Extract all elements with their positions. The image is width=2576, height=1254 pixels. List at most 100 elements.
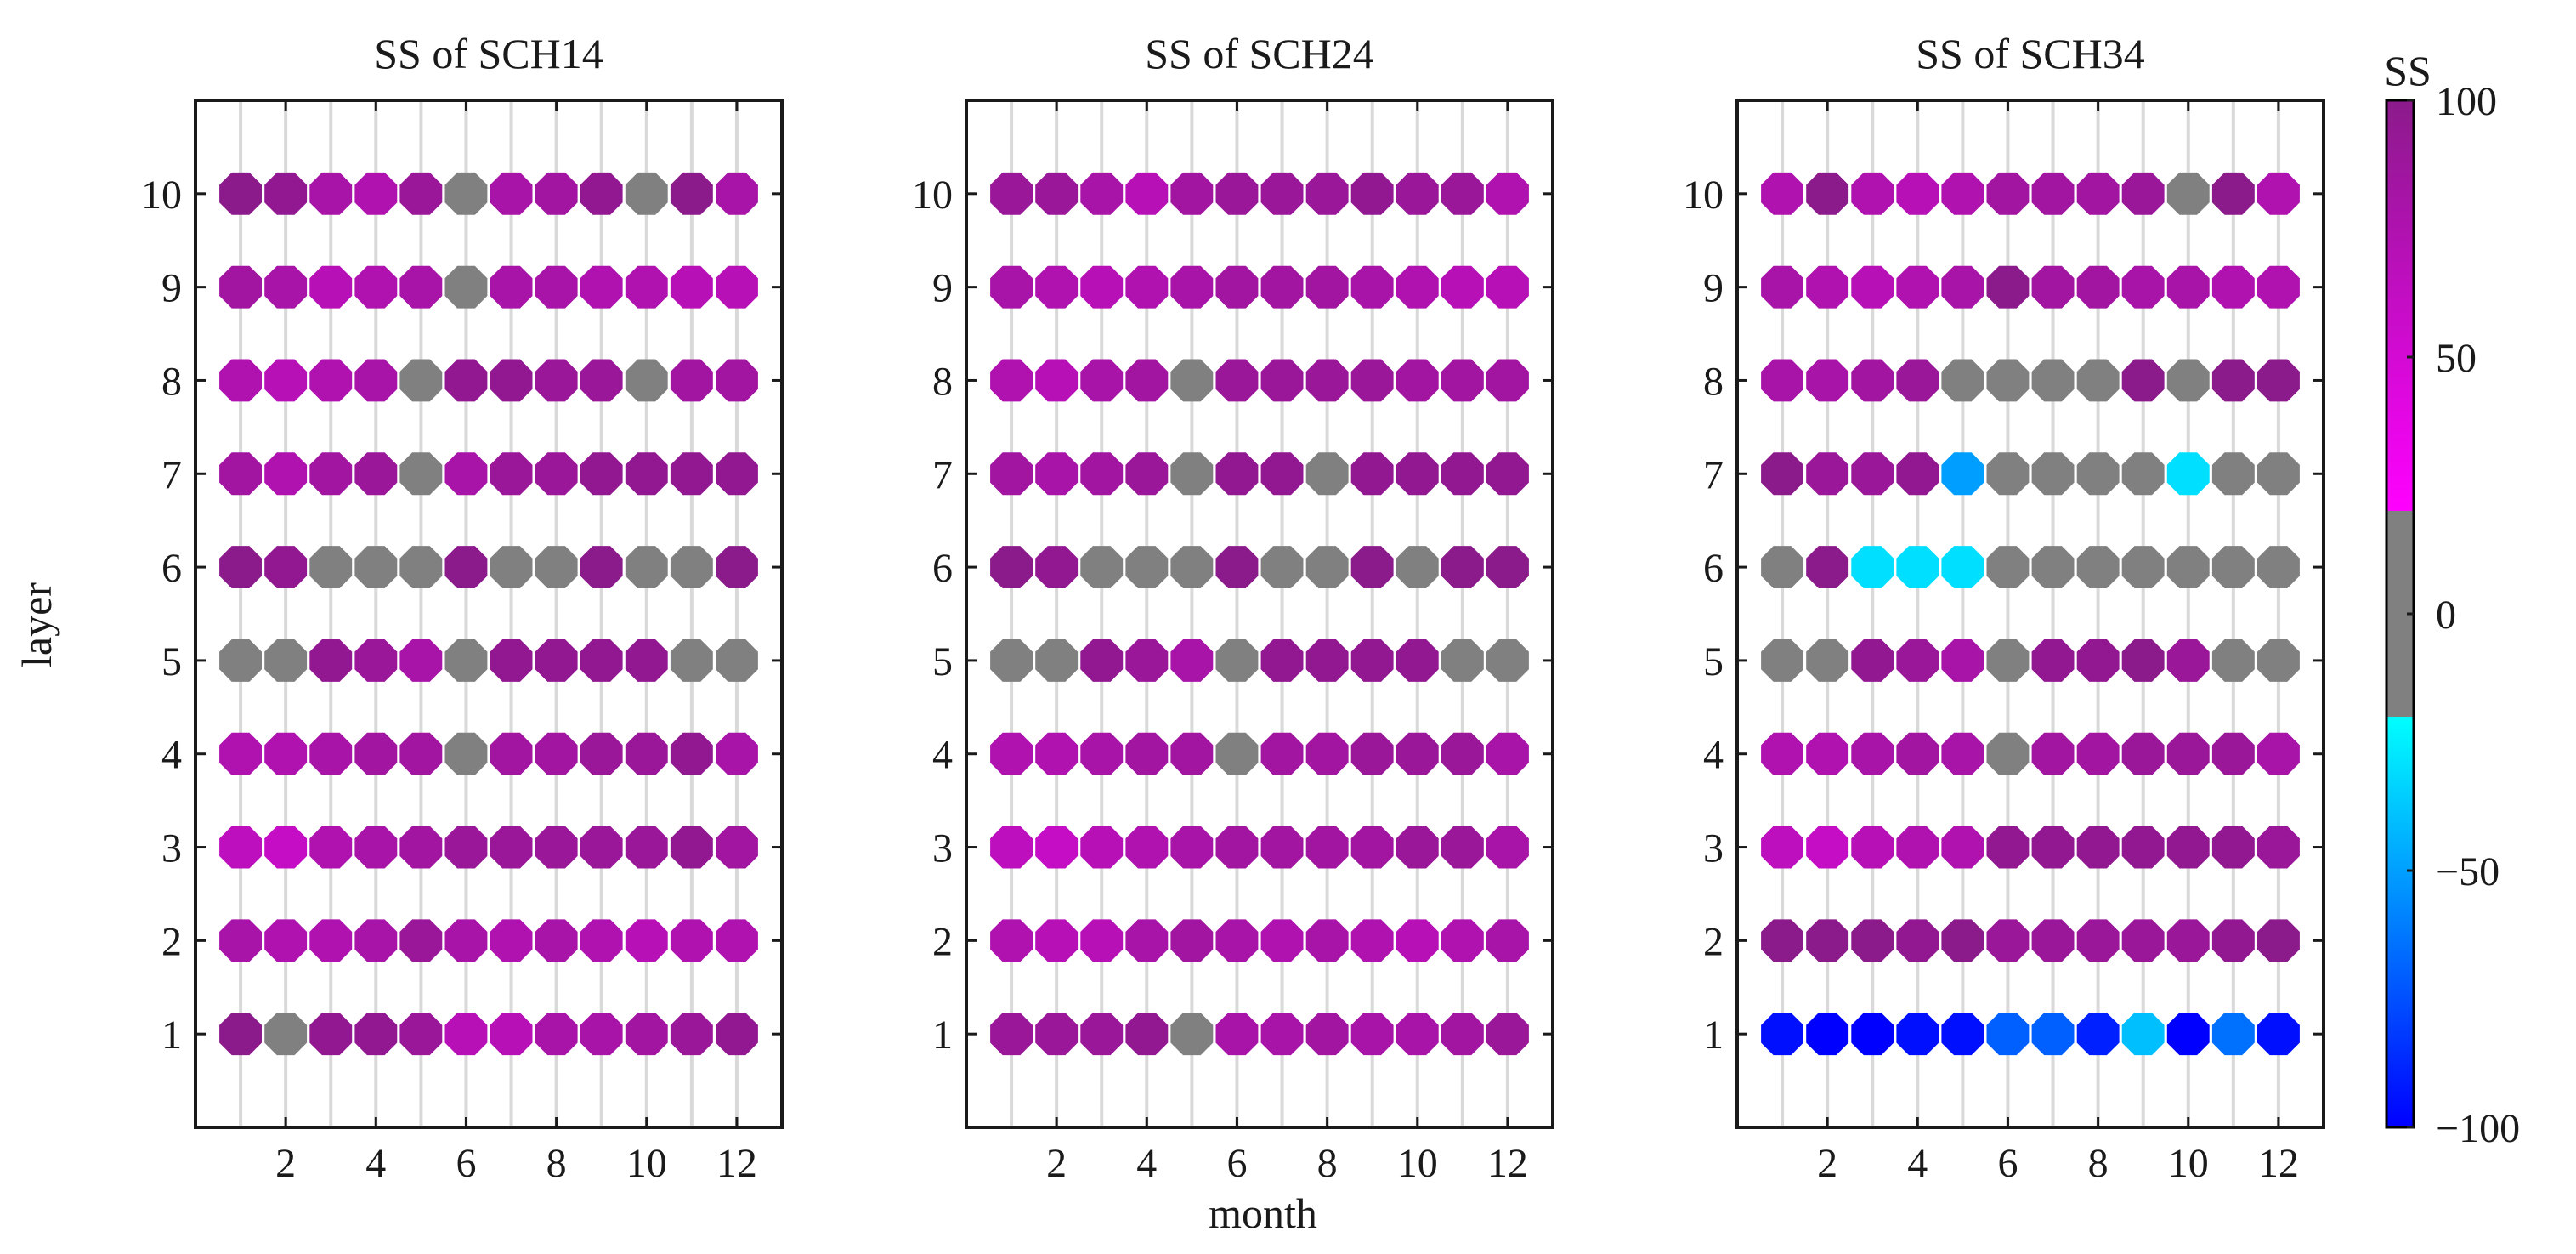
- data-point: [490, 639, 533, 682]
- y-tick-label: 9: [161, 266, 182, 311]
- x-tick-label: 12: [716, 1141, 757, 1186]
- data-point: [1761, 546, 1803, 588]
- data-point: [490, 919, 533, 962]
- data-point: [1125, 826, 1169, 869]
- data-point: [1170, 452, 1214, 496]
- data-point: [1260, 546, 1304, 588]
- data-point: [444, 732, 488, 775]
- data-point: [2166, 732, 2210, 775]
- data-point: [309, 452, 353, 496]
- data-point: [1986, 826, 2030, 869]
- data-point: [1806, 826, 1849, 869]
- data-point: [219, 265, 262, 309]
- data-point: [264, 1013, 308, 1056]
- data-point: [1350, 1013, 1394, 1056]
- data-point: [1941, 732, 1984, 775]
- data-point: [1215, 172, 1259, 215]
- data-point: [1125, 732, 1169, 775]
- data-point: [1305, 546, 1349, 588]
- x-tick-label: 4: [1136, 1141, 1157, 1186]
- x-axis-label: month: [1209, 1189, 1317, 1237]
- data-point: [1441, 546, 1484, 588]
- data-point: [2031, 172, 2075, 215]
- data-point: [580, 919, 623, 962]
- data-point: [1761, 1013, 1803, 1056]
- data-point: [1170, 732, 1214, 775]
- y-axis-label: layer: [13, 582, 60, 667]
- data-point: [535, 919, 578, 962]
- data-point: [1350, 826, 1394, 869]
- y-tick-label: 6: [1703, 546, 1724, 591]
- data-point: [580, 1013, 623, 1056]
- x-tick-label: 4: [365, 1141, 386, 1186]
- data-point: [1986, 639, 2030, 682]
- data-point: [1761, 359, 1803, 402]
- data-point: [2257, 919, 2300, 962]
- data-point: [1035, 172, 1079, 215]
- data-point: [1941, 359, 1984, 402]
- data-point: [399, 546, 443, 588]
- data-point: [1035, 732, 1079, 775]
- data-point: [354, 919, 398, 962]
- data-point: [399, 359, 443, 402]
- data-point: [2257, 265, 2300, 309]
- y-tick-label: 5: [932, 639, 953, 684]
- data-point: [1896, 639, 1939, 682]
- data-point: [1260, 732, 1304, 775]
- data-point: [1986, 172, 2030, 215]
- colorbar-tick-label: −50: [2436, 849, 2500, 894]
- data-point: [2121, 826, 2165, 869]
- data-point: [444, 546, 488, 588]
- data-point: [1486, 546, 1529, 588]
- data-point: [1941, 1013, 1984, 1056]
- y-tick-label: 1: [932, 1013, 953, 1058]
- data-point: [2166, 265, 2210, 309]
- y-tick-label: 6: [161, 546, 182, 591]
- data-point: [444, 639, 488, 682]
- data-point: [580, 452, 623, 496]
- data-point: [1851, 639, 1894, 682]
- data-point: [1035, 265, 1079, 309]
- data-point: [1215, 732, 1259, 775]
- data-point: [1441, 359, 1484, 402]
- data-point: [670, 826, 713, 869]
- y-tick-label: 3: [932, 826, 953, 871]
- data-point: [1441, 826, 1484, 869]
- data-point: [2211, 452, 2255, 496]
- data-point: [1350, 639, 1394, 682]
- data-point: [2031, 1013, 2075, 1056]
- data-point: [1806, 172, 1849, 215]
- data-point: [1305, 1013, 1349, 1056]
- data-point: [1851, 359, 1894, 402]
- data-point: [625, 546, 668, 588]
- data-point: [1396, 919, 1439, 962]
- y-tick-label: 5: [1703, 639, 1724, 684]
- data-point: [490, 1013, 533, 1056]
- data-point: [1851, 172, 1894, 215]
- x-tick-label: 8: [546, 1141, 567, 1186]
- data-point: [1305, 919, 1349, 962]
- data-point: [1350, 265, 1394, 309]
- data-point: [1441, 172, 1484, 215]
- data-point: [1851, 546, 1894, 588]
- panel-title: SS of SCH14: [374, 30, 603, 77]
- x-tick-label: 2: [1046, 1141, 1067, 1186]
- x-tick-label: 10: [2168, 1141, 2209, 1186]
- data-point: [490, 172, 533, 215]
- data-point: [264, 546, 308, 588]
- data-point: [1396, 452, 1439, 496]
- data-point: [1806, 1013, 1849, 1056]
- y-tick-label: 4: [161, 733, 182, 778]
- data-point: [1170, 826, 1214, 869]
- data-point: [990, 172, 1033, 215]
- data-point: [309, 639, 353, 682]
- data-point: [670, 265, 713, 309]
- data-point: [1215, 452, 1259, 496]
- data-point: [1896, 826, 1939, 869]
- data-point: [625, 1013, 668, 1056]
- data-point: [535, 172, 578, 215]
- data-point: [309, 826, 353, 869]
- data-point: [1896, 265, 1939, 309]
- data-point: [2121, 1013, 2165, 1056]
